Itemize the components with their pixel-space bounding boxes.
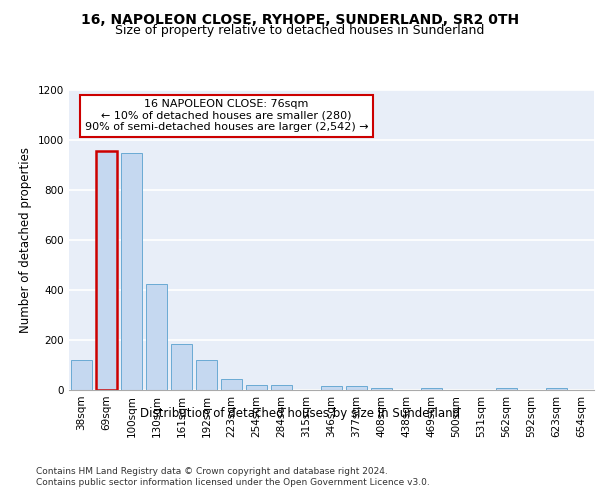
Text: Distribution of detached houses by size in Sunderland: Distribution of detached houses by size …	[140, 408, 460, 420]
Bar	[321, 386, 342, 390]
Text: Size of property relative to detached houses in Sunderland: Size of property relative to detached ho…	[115, 24, 485, 37]
Bar	[546, 388, 567, 390]
Text: 16 NAPOLEON CLOSE: 76sqm
← 10% of detached houses are smaller (280)
90% of semi-: 16 NAPOLEON CLOSE: 76sqm ← 10% of detach…	[85, 99, 368, 132]
Bar	[96, 151, 117, 390]
Bar	[71, 360, 92, 390]
Bar	[146, 284, 167, 390]
Bar	[371, 388, 392, 390]
Y-axis label: Number of detached properties: Number of detached properties	[19, 147, 32, 333]
Bar	[121, 152, 142, 390]
Bar	[496, 388, 517, 390]
Text: Contains HM Land Registry data © Crown copyright and database right 2024.
Contai: Contains HM Land Registry data © Crown c…	[36, 468, 430, 487]
Bar	[196, 360, 217, 390]
Text: 16, NAPOLEON CLOSE, RYHOPE, SUNDERLAND, SR2 0TH: 16, NAPOLEON CLOSE, RYHOPE, SUNDERLAND, …	[81, 12, 519, 26]
Bar	[271, 385, 292, 390]
Bar	[346, 386, 367, 390]
Bar	[421, 388, 442, 390]
Bar	[171, 344, 192, 390]
Bar	[221, 379, 242, 390]
Bar	[246, 385, 267, 390]
